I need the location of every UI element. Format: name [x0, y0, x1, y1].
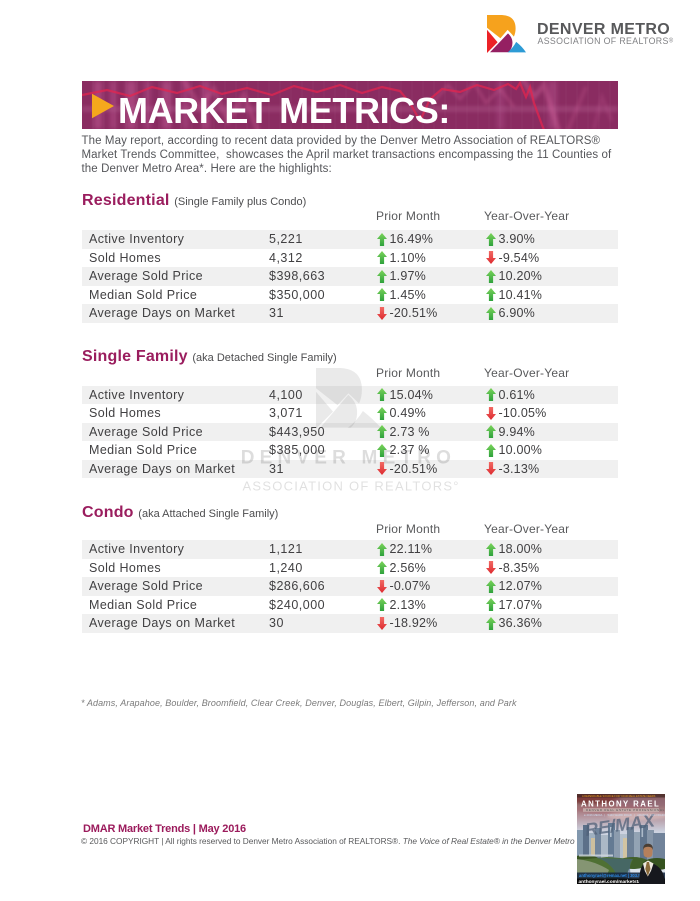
- svg-text:anthonyrael.com/marketstats: anthonyrael.com/marketstats: [579, 879, 646, 884]
- svg-text:anthonyrael@remax.net | 303.52: anthonyrael@remax.net | 303.520.3179: [579, 873, 656, 878]
- svg-text:DENVER REAL ESTATE PROFESSIONA: DENVER REAL ESTATE PROFESSIONAL: [586, 808, 665, 812]
- svg-text:ANTHONY RAEL: ANTHONY RAEL: [581, 800, 660, 809]
- svg-text:A DEPENDABLE SOURCE FOR YOUR R: A DEPENDABLE SOURCE FOR YOUR REAL ESTATE…: [582, 794, 656, 798]
- svg-text:ASSOCIATION OF REALTORS°: ASSOCIATION OF REALTORS°: [243, 479, 460, 494]
- svg-text:● 2016 MEDIA | 5440 WARD R: ● 2016 MEDIA | 5440 WARD ROAD | ARVADA, …: [584, 813, 665, 817]
- svg-text:DENVER METRO: DENVER METRO: [241, 448, 456, 469]
